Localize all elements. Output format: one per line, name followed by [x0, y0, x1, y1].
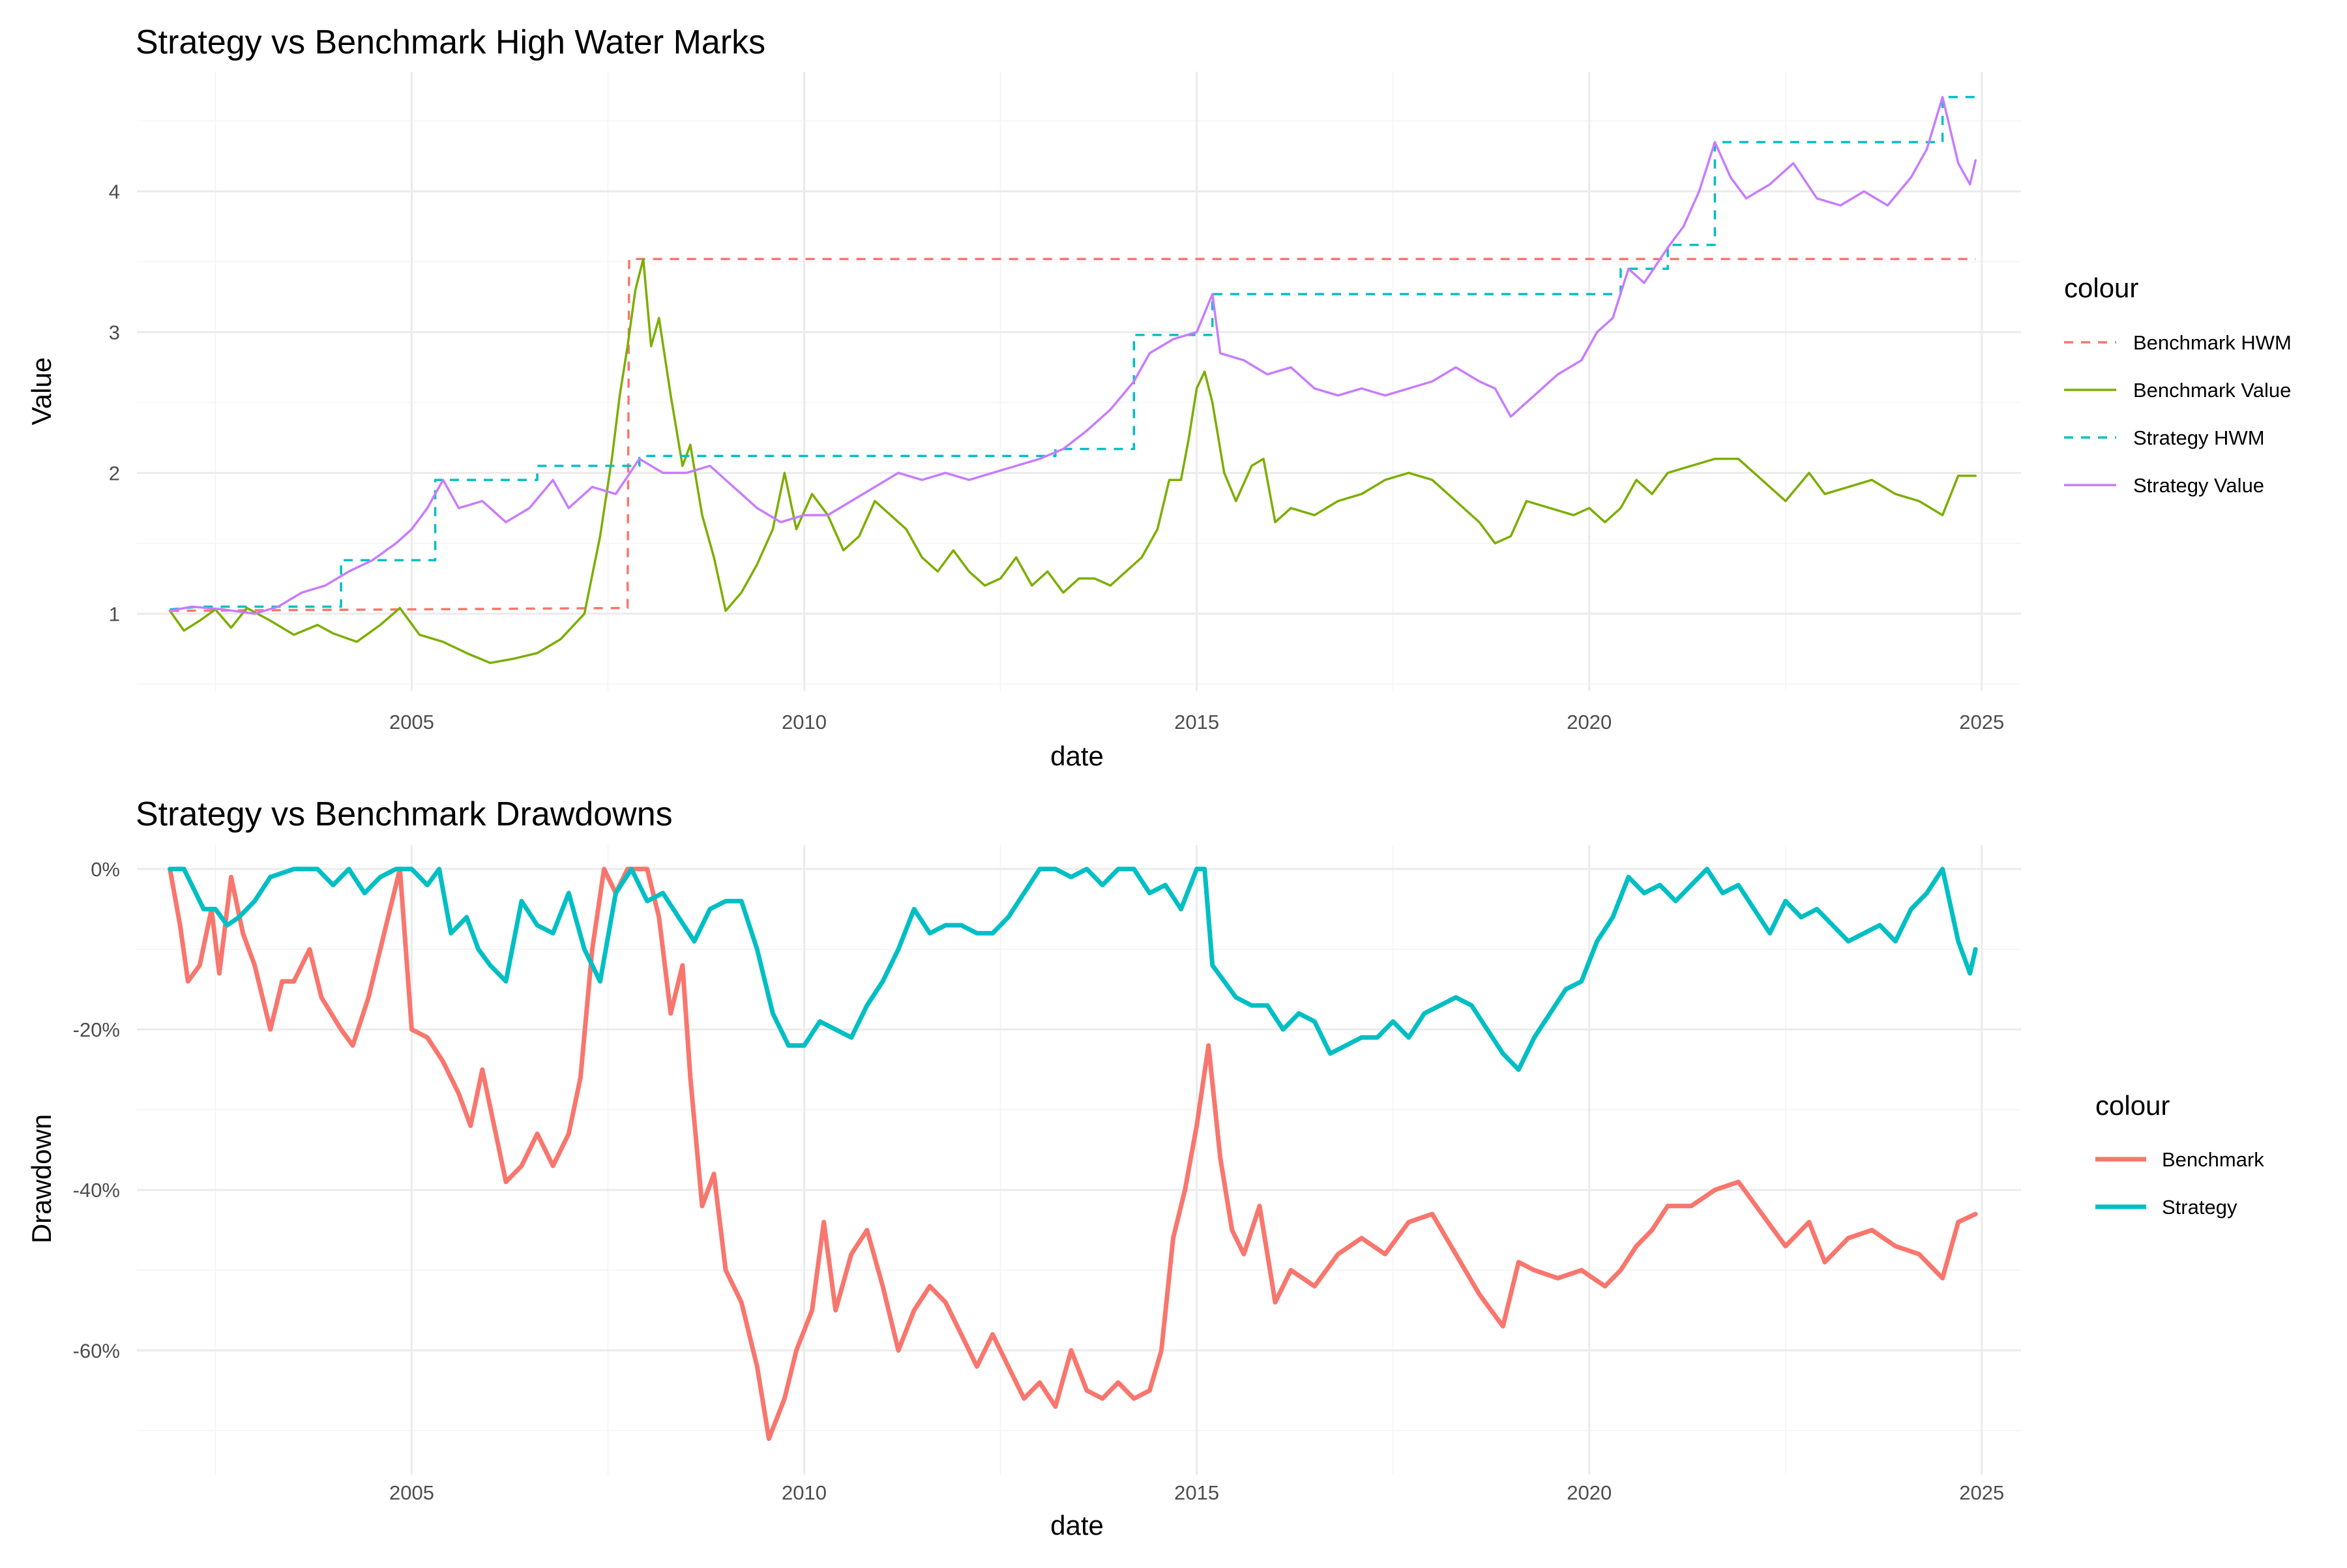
x-tick-label: 2025 — [1959, 1481, 2004, 1504]
chart-title: Strategy vs Benchmark High Water Marks — [136, 23, 765, 61]
series-line-benchmark-value — [168, 258, 1977, 664]
hwm-panel: Strategy vs Benchmark High Water Marks 1… — [26, 23, 2292, 771]
legend-title: colour — [2095, 1090, 2170, 1121]
x-tick-label: 2015 — [1174, 1481, 1219, 1504]
y-axis-title: Drawdown — [26, 1114, 57, 1243]
x-tick-labels: 2005 2010 2015 2020 2025 — [389, 711, 2004, 733]
y-tick-label: 0% — [91, 858, 120, 881]
x-tick-labels: 2005 2010 2015 2020 2025 — [389, 1481, 2004, 1504]
x-axis-title: date — [1050, 1510, 1104, 1541]
x-tick-label: 2005 — [389, 711, 434, 733]
x-tick-label: 2020 — [1567, 711, 1612, 733]
chart-title: Strategy vs Benchmark Drawdowns — [136, 795, 673, 833]
x-tick-label: 2010 — [782, 1481, 827, 1504]
legend: colour Benchmark Strategy — [2095, 1090, 2264, 1219]
x-tick-label: 2025 — [1959, 711, 2004, 733]
y-tick-label: -60% — [73, 1339, 120, 1362]
series-line-strategy-hwm — [170, 96, 1976, 611]
plot-area — [168, 96, 1977, 664]
y-tick-label: 1 — [109, 602, 120, 625]
y-tick-label: 2 — [109, 462, 120, 484]
legend-label: Benchmark HWM — [2133, 331, 2292, 354]
legend-label: Benchmark — [2162, 1148, 2264, 1171]
y-axis-title: Value — [26, 357, 57, 425]
drawdown-panel: Strategy vs Benchmark Drawdowns 0% -20% -4… — [26, 795, 2264, 1541]
y-tick-label: -40% — [73, 1179, 120, 1202]
legend-title: colour — [2064, 273, 2138, 303]
plot-area — [168, 866, 1978, 1442]
y-tick-label: -20% — [73, 1018, 120, 1041]
legend-label: Strategy HWM — [2133, 426, 2265, 449]
x-tick-label: 2015 — [1174, 711, 1219, 733]
legend-label: Benchmark Value — [2133, 379, 2291, 402]
grid — [137, 72, 2021, 691]
x-tick-label: 2005 — [389, 1481, 434, 1504]
legend: colour Benchmark HWM Benchmark Value Strat… — [2064, 273, 2292, 497]
series-line-benchmark — [168, 866, 1978, 1442]
series-line-strategy — [168, 866, 1978, 1072]
series-line-strategy-value — [168, 96, 1977, 615]
x-tick-label: 2010 — [782, 711, 827, 733]
y-tick-labels: 1 2 3 4 — [109, 181, 120, 626]
y-tick-label: 4 — [109, 181, 120, 203]
legend-label: Strategy Value — [2133, 474, 2264, 497]
x-axis-title: date — [1050, 741, 1104, 771]
legend-label: Strategy — [2162, 1196, 2237, 1219]
y-tick-labels: 0% -20% -40% -60% — [73, 858, 120, 1362]
y-tick-label: 3 — [109, 321, 120, 344]
x-tick-label: 2020 — [1567, 1481, 1612, 1504]
